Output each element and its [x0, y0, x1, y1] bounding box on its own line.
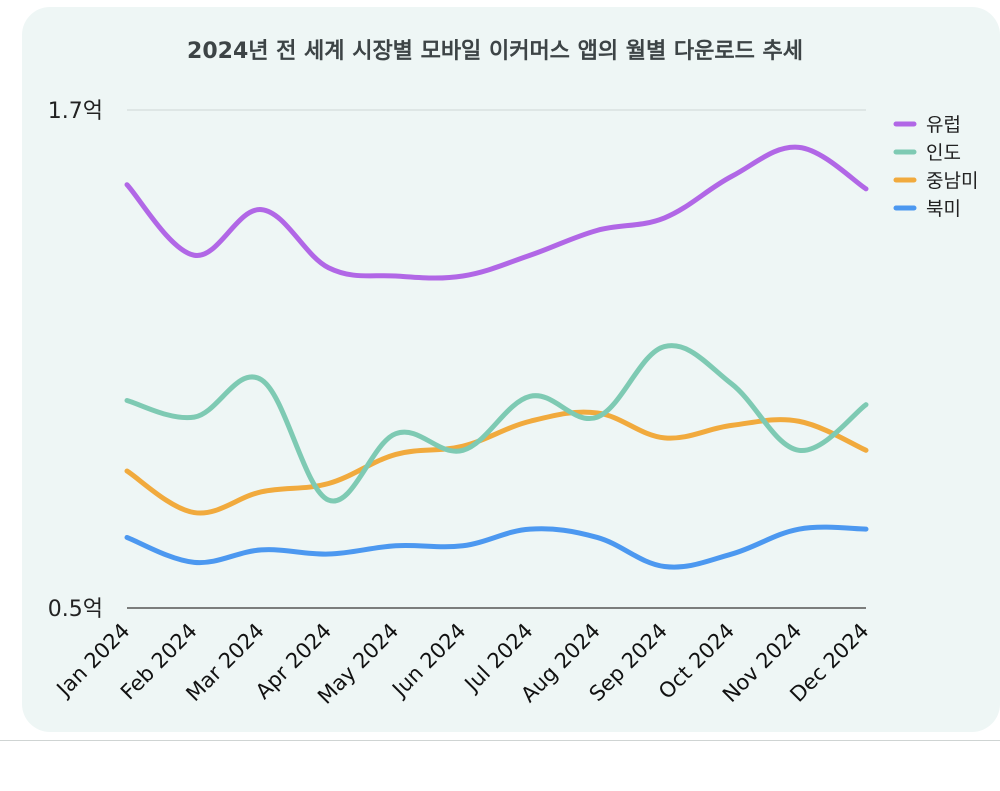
grid-lines	[127, 109, 866, 609]
legend-label: 중남미	[926, 170, 978, 192]
x-tick-label: Jun 2024	[386, 619, 470, 703]
chart-card	[22, 7, 1000, 732]
legend-label: 북미	[926, 198, 961, 220]
chart-title: 2024년 전 세계 시장별 모바일 이커머스 앱의 월별 다운로드 추세	[187, 39, 803, 64]
series-line-4	[124, 524, 869, 570]
series-lines	[124, 144, 869, 570]
series-line-3	[124, 409, 869, 516]
y-tick-label: 0.5억	[48, 597, 103, 622]
series-line-1	[124, 144, 869, 281]
legend-label: 인도	[926, 142, 961, 164]
legend-label: 유럽	[926, 114, 961, 136]
y-tick-label: 1.7억	[48, 99, 103, 124]
y-axis-ticks: 1.7억 0.5억	[48, 99, 103, 622]
footer-divider	[0, 740, 1000, 741]
series-line-2	[124, 343, 869, 504]
